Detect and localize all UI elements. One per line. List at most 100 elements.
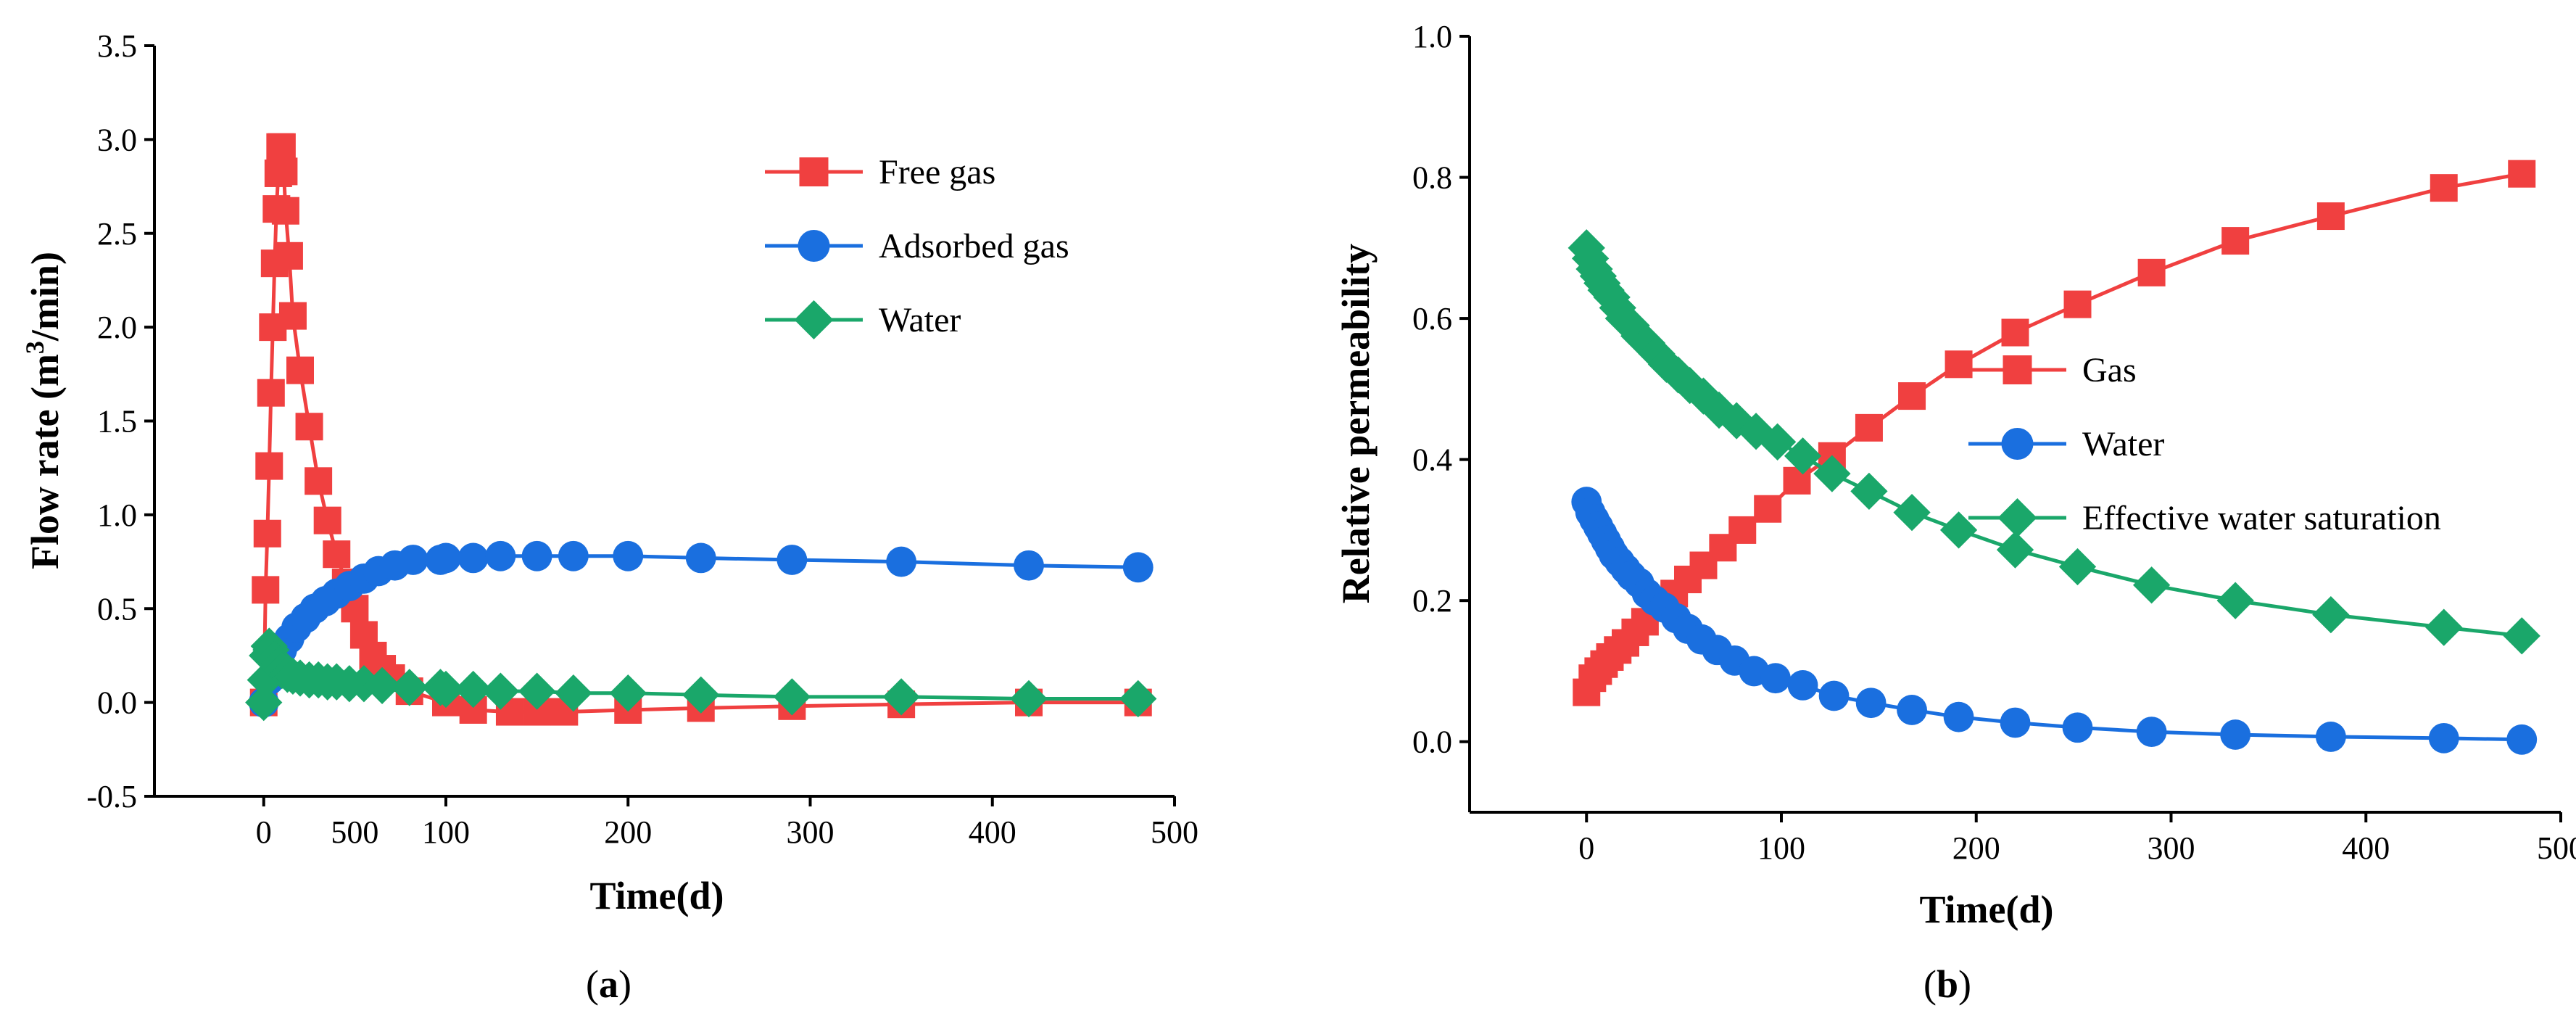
data-point — [323, 540, 351, 569]
data-point — [391, 669, 428, 706]
y-tick-label: 2.5 — [97, 216, 137, 252]
series-layer-a — [245, 133, 1157, 726]
y-tick-label: 0.2 — [1412, 583, 1452, 619]
legend-label: Effective water saturation — [2082, 499, 2441, 537]
data-point — [485, 540, 516, 571]
data-point — [1728, 516, 1757, 544]
x-tick-label: 100 — [422, 814, 470, 850]
data-point — [609, 674, 647, 712]
y-tick-label: 0.0 — [1412, 724, 1452, 760]
legend-item: Adsorbed gas — [765, 227, 1069, 265]
y-tick-label: 0.6 — [1412, 301, 1452, 336]
data-point — [2136, 717, 2167, 748]
data-point — [2221, 227, 2250, 255]
data-point — [275, 241, 303, 270]
legend-label: Free gas — [879, 153, 995, 191]
data-point — [794, 300, 834, 339]
series-effective-water-saturation — [1567, 229, 2540, 655]
x-tick-label: 500 — [2537, 830, 2576, 866]
data-point — [2137, 258, 2166, 286]
axes-b: 0.0 0.2 0.4 0.6 0.8 1.0 0 100 200 300 400 500 — [1412, 19, 2576, 866]
x-tick-label: 0 — [1578, 830, 1594, 866]
legend-item: Effective water saturation — [1968, 498, 2441, 537]
y-tick-label: 0.8 — [1412, 160, 1452, 196]
axes-a: -0.5 0.0 0.5 1.0 1.5 2.0 2.5 3.0 3.5 0 500 100 200 30… — [86, 28, 1198, 850]
data-point — [2132, 566, 2171, 604]
data-point — [481, 672, 520, 710]
legend-label: Adsorbed gas — [879, 227, 1069, 265]
data-point — [2001, 428, 2034, 460]
y-tick-label: 0.0 — [97, 685, 137, 721]
data-point — [2425, 608, 2463, 646]
data-point — [1945, 350, 1973, 379]
data-point — [2508, 160, 2536, 188]
x-tick-label: 400 — [2342, 830, 2390, 866]
legend-item: Water — [1968, 425, 2164, 463]
data-point — [397, 545, 428, 575]
data-point — [2430, 174, 2458, 202]
data-point — [773, 678, 811, 716]
y-tick-label: 1.0 — [97, 497, 137, 533]
series-line — [1584, 247, 2522, 638]
data-point — [1122, 552, 1154, 583]
data-point — [1939, 511, 1978, 549]
x-tick-label: 500 — [1151, 814, 1198, 850]
data-point — [2316, 202, 2345, 231]
legend-a: Free gas Adsorbed gas Water — [765, 153, 1069, 339]
data-point — [2003, 355, 2032, 384]
legend-item: Gas — [1968, 351, 2137, 389]
y-tick-label: 2.0 — [97, 310, 137, 345]
data-point — [455, 670, 492, 709]
y-tick-label: 0.4 — [1412, 442, 1452, 478]
x-tick-label: 200 — [604, 814, 652, 850]
data-point — [252, 576, 280, 604]
x-axis-title-a: Time(d) — [590, 874, 724, 917]
data-point — [776, 545, 808, 575]
panel-label-b: (b) — [1923, 962, 1971, 1006]
y-axis-title-a: Flow rate (m3/min) — [20, 252, 67, 569]
data-point — [427, 670, 465, 709]
data-point — [2000, 707, 2031, 738]
data-point — [253, 519, 281, 548]
legend-item: Free gas — [765, 153, 995, 191]
x-tick-label: 0 — [256, 814, 272, 850]
data-point — [521, 540, 552, 571]
data-point — [1787, 670, 1818, 701]
data-point — [886, 546, 917, 577]
data-point — [2062, 712, 2093, 743]
data-point — [2506, 724, 2538, 755]
series-free-gas — [249, 133, 1152, 726]
data-point — [305, 467, 333, 495]
x-tick-label: 400 — [969, 814, 1016, 850]
data-point — [685, 542, 716, 574]
data-point — [518, 672, 556, 710]
data-point — [558, 540, 589, 571]
y-tick-label: -0.5 — [86, 779, 137, 814]
data-point — [1760, 663, 1791, 694]
data-point — [431, 542, 461, 574]
data-point — [2312, 595, 2350, 634]
data-point — [2428, 722, 2459, 753]
data-point — [882, 678, 920, 716]
data-point — [682, 676, 720, 714]
data-point — [278, 302, 307, 330]
data-point — [1014, 550, 1044, 581]
data-point — [295, 413, 323, 441]
data-point — [268, 133, 296, 161]
data-point — [1818, 680, 1850, 711]
data-point — [799, 157, 829, 186]
data-point — [1855, 413, 1883, 442]
data-point — [613, 540, 644, 571]
data-point — [1943, 701, 1974, 732]
data-point — [1783, 466, 1811, 495]
y-tick-label: 0.5 — [97, 591, 137, 627]
data-point — [1119, 680, 1157, 718]
y-tick-label: 3.5 — [97, 28, 137, 64]
chart-panel-a: -0.5 0.0 0.5 1.0 1.5 2.0 2.5 3.0 3.5 0 500 100 200 30… — [20, 28, 1198, 1006]
data-point — [1897, 695, 1927, 725]
x-tick-label: 500 — [331, 814, 378, 850]
data-point — [255, 452, 283, 480]
data-point — [2503, 617, 2540, 655]
legend-label: Water — [2082, 425, 2164, 463]
